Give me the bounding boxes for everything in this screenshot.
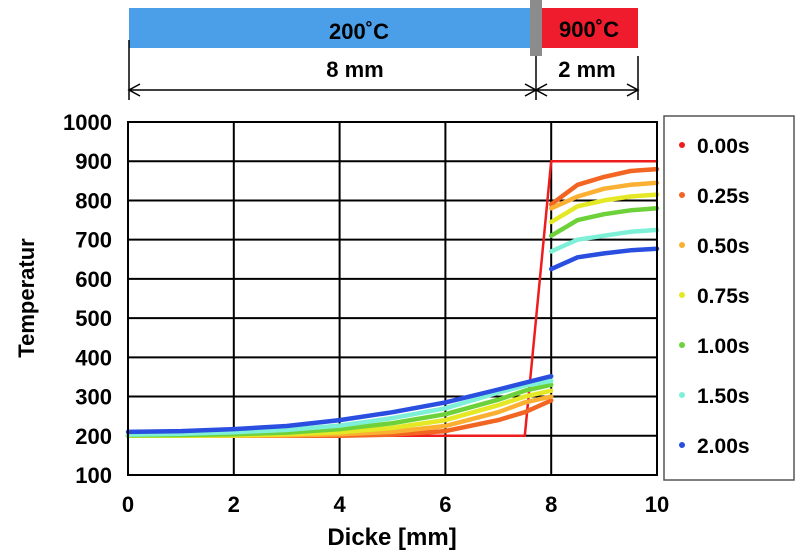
header-divider (530, 0, 542, 56)
series-line-1.50s (125, 227, 660, 437)
series-lines (125, 159, 660, 439)
legend-label: 1.50s (697, 385, 750, 408)
x-tick-label: 8 (545, 492, 557, 517)
y-axis-label: Temperatur (14, 238, 39, 358)
header-label-900c: 900˚C (559, 17, 619, 42)
series-line-0.75s (125, 192, 660, 439)
x-tick-label: 0 (122, 492, 134, 517)
dimension-label-8mm: 8 mm (326, 57, 383, 82)
legend-label: 2.00s (697, 435, 750, 458)
y-tick-label: 800 (75, 188, 112, 213)
x-tick-label: 4 (333, 492, 346, 517)
legend-marker (679, 342, 685, 348)
x-tick-labels: 0 2 4 6 8 10 (122, 492, 669, 517)
legend-box (663, 115, 795, 481)
legend-label: 0.75s (697, 285, 750, 308)
x-tick-label: 6 (439, 492, 451, 517)
y-tick-label: 200 (75, 424, 112, 449)
x-axis-label: Dicke [mm] (327, 524, 456, 551)
series-line-1.00s (125, 206, 660, 438)
legend-marker (679, 142, 685, 148)
header-segment-200c (129, 8, 530, 48)
y-tick-label: 1000 (63, 110, 112, 135)
legend-marker (679, 442, 685, 448)
legend-label: 1.00s (697, 335, 750, 358)
legend-label: 0.00s (697, 135, 750, 158)
y-tick-label: 700 (75, 228, 112, 253)
series-line-2.00s (125, 246, 660, 435)
x-tick-label: 2 (228, 492, 240, 517)
header-bar: 200˚C 900˚C (129, 0, 638, 56)
y-tick-label: 400 (75, 345, 112, 370)
legend: 0.00s 0.25s 0.50s 0.75s 1.00s 1.50s 2.00s (663, 115, 795, 481)
y-tick-label: 600 (75, 267, 112, 292)
y-tick-labels: 100 200 300 400 500 600 700 800 900 1000 (63, 110, 112, 488)
dimension-lines (127, 40, 640, 100)
dimension-label-2mm: 2 mm (558, 57, 615, 82)
series-line-0.00s (126, 159, 659, 438)
plot-border (127, 121, 658, 476)
legend-marker (679, 242, 685, 248)
header-segment-900c (542, 8, 638, 48)
legend-marker (679, 192, 685, 198)
x-tick-label: 10 (645, 492, 669, 517)
header-label-200c: 200˚C (329, 19, 389, 44)
legend-marker (679, 392, 685, 398)
y-tick-label: 500 (75, 306, 112, 331)
y-tick-label: 900 (75, 149, 112, 174)
legend-label: 0.50s (697, 235, 750, 258)
legend-marker (679, 292, 685, 298)
y-tick-label: 300 (75, 385, 112, 410)
y-tick-label: 100 (75, 463, 112, 488)
legend-label: 0.25s (697, 185, 750, 208)
